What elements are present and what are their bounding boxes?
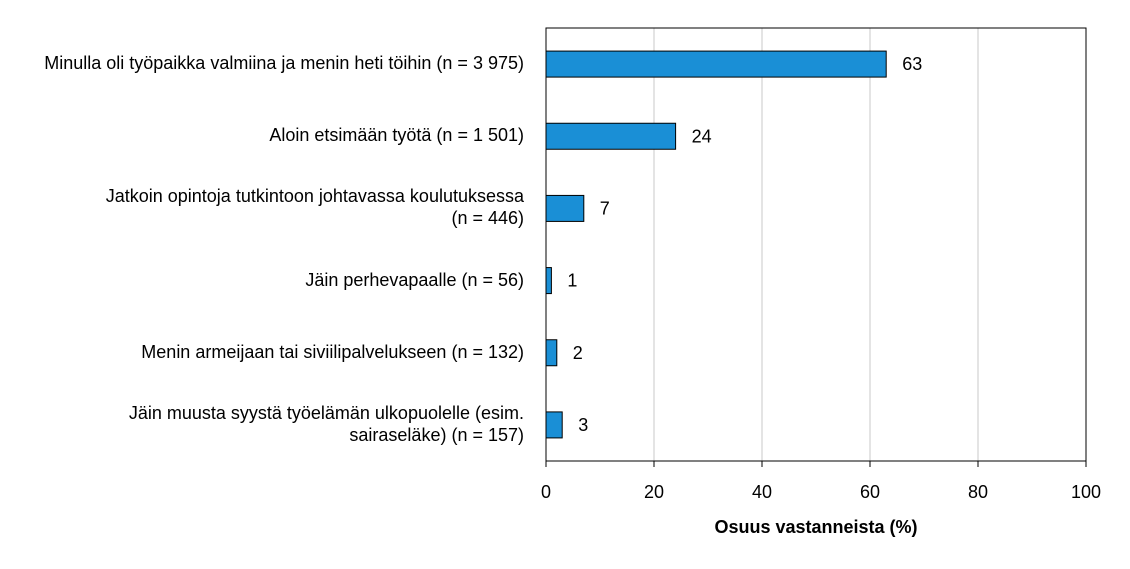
category-label-line: Minulla oli työpaikka valmiina ja menin … (44, 53, 524, 74)
plot-frame (545, 27, 1087, 462)
category-label-line: Menin armeijaan tai siviilipalvelukseen … (141, 341, 524, 362)
x-tick-label: 60 (860, 482, 880, 502)
bar (545, 50, 887, 78)
bar (545, 267, 552, 295)
category-label-line: Aloin etsimään työtä (n = 1 501) (269, 125, 524, 146)
x-tick-label: 100 (1071, 482, 1101, 502)
category-label: Aloin etsimään työtä (n = 1 501) (0, 124, 524, 146)
x-tick-label: 40 (752, 482, 772, 502)
x-tick-label: 20 (644, 482, 664, 502)
x-tick-label: 80 (968, 482, 988, 502)
bar (545, 411, 563, 439)
bar-value-label: 2 (573, 343, 583, 363)
category-label: Jatkoin opintoja tutkintoon johtavassa k… (0, 185, 524, 229)
bar (545, 194, 585, 222)
x-tick-label: 0 (541, 482, 551, 502)
category-label-line: (n = 446) (451, 208, 524, 229)
bar (545, 122, 677, 150)
category-label-line: sairaseläke) (n = 157) (349, 424, 524, 445)
bar-value-label: 63 (902, 54, 922, 74)
category-label: Jäin perhevapaalle (n = 56) (0, 269, 524, 291)
bar-value-label: 3 (578, 415, 588, 435)
bar-value-label: 24 (692, 126, 712, 146)
category-label-line: Jäin muusta syystä työelämän ulkopuolell… (128, 402, 524, 423)
bar-value-label: 1 (567, 271, 577, 291)
x-axis-title: Osuus vastanneista (%) (714, 517, 917, 537)
bar-value-label: 7 (600, 198, 610, 218)
category-label: Minulla oli työpaikka valmiina ja menin … (0, 52, 524, 74)
bar (545, 339, 558, 367)
category-label: Jäin muusta syystä työelämän ulkopuolell… (0, 402, 524, 446)
category-label: Menin armeijaan tai siviilipalvelukseen … (0, 341, 524, 363)
category-label-line: Jatkoin opintoja tutkintoon johtavassa k… (105, 186, 524, 207)
category-label-line: Jäin perhevapaalle (n = 56) (305, 269, 524, 290)
